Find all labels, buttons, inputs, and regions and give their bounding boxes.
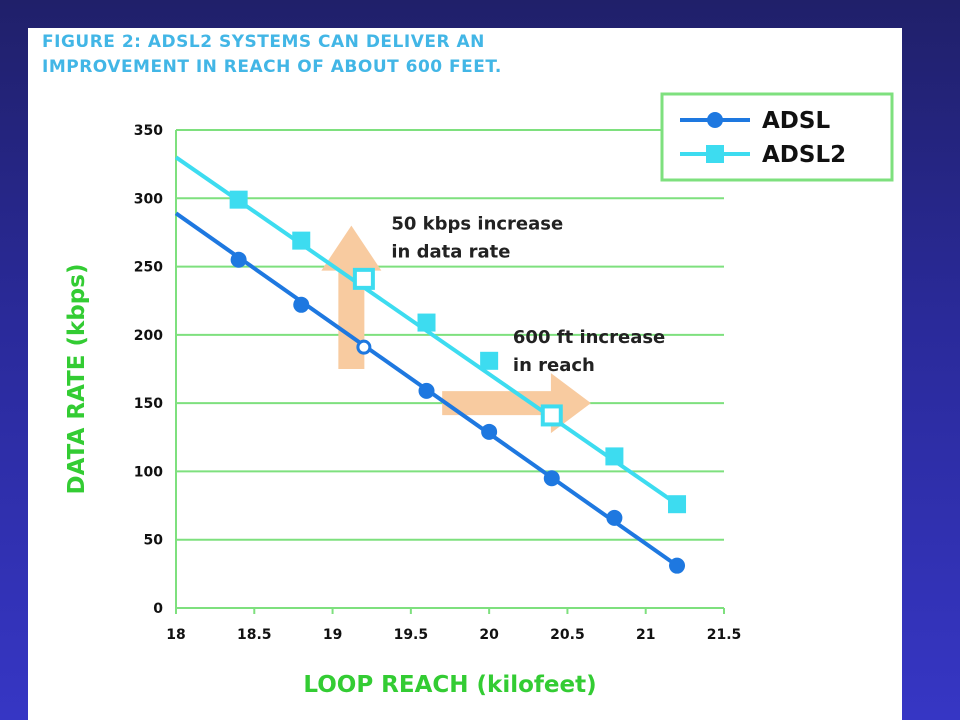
x-tick-label: 20 [479, 627, 499, 643]
data-point-adsl [606, 509, 623, 526]
y-tick-label: 50 [144, 533, 164, 549]
x-tick-label: 21.5 [707, 627, 742, 643]
x-tick-label: 19.5 [394, 627, 429, 643]
chart-title-line-2: IMPROVEMENT IN REACH OF ABOUT 600 FEET. [42, 57, 502, 77]
highlight-point-adsl2 [352, 267, 375, 290]
y-tick-label: 300 [134, 191, 163, 207]
line-chart: 0 50 100 150 200 250 300 350 18 18.5 19 19.5 20 20.5 2… [64, 92, 894, 698]
data-rate-increase-arrow [321, 225, 382, 369]
data-point-adsl2 [292, 231, 311, 250]
y-tick-label: 350 [134, 123, 163, 139]
data-point-adsl [669, 557, 686, 574]
highlight-point-adsl [356, 339, 372, 355]
slide: FIGURE 2: ADSL2 SYSTEMS CAN DELIVER AN I… [28, 28, 902, 720]
data-point-adsl [230, 251, 247, 268]
legend-marker-adsl2 [706, 145, 724, 163]
annotation-text: in data rate [391, 242, 510, 263]
x-tick-label: 18 [166, 627, 185, 643]
x-tick-label: 18.5 [237, 627, 272, 643]
y-tick-label: 100 [134, 464, 163, 480]
data-point-adsl2 [668, 495, 687, 514]
data-point-adsl [293, 296, 310, 313]
y-tick-label: 0 [153, 601, 163, 617]
legend-label-adsl: ADSL [762, 108, 830, 134]
y-tick-label: 250 [134, 260, 163, 276]
legend-box [660, 92, 894, 182]
data-point-adsl [481, 423, 498, 440]
annotation-text: in reach [513, 355, 595, 376]
highlight-point-adsl2 [540, 404, 563, 427]
y-tick-label: 150 [134, 396, 163, 412]
annotation-text: 600 ft increase [513, 327, 665, 348]
data-point-adsl2 [229, 190, 248, 209]
legend-marker-adsl [707, 112, 723, 128]
chart-title-line-1: FIGURE 2: ADSL2 SYSTEMS CAN DELIVER AN [42, 32, 485, 52]
data-point-adsl2 [605, 447, 624, 466]
x-tick-label: 20.5 [550, 627, 585, 643]
y-tick-label: 200 [134, 328, 163, 344]
data-point-adsl2 [480, 351, 499, 370]
reach-increase-arrow [442, 373, 591, 434]
x-tick-label: 21 [636, 627, 655, 643]
data-point-adsl [418, 382, 435, 399]
data-point-adsl2 [417, 313, 436, 332]
annotation-text: 50 kbps increase [391, 214, 563, 235]
y-axis-title: DATA RATE (kbps) [64, 264, 90, 495]
x-axis-title: LOOP REACH (kilofeet) [303, 672, 596, 698]
chart-title: FIGURE 2: ADSL2 SYSTEMS CAN DELIVER AN I… [42, 30, 742, 80]
data-point-adsl [543, 470, 560, 487]
legend-label-adsl2: ADSL2 [762, 142, 846, 168]
x-tick-label: 19 [323, 627, 342, 643]
